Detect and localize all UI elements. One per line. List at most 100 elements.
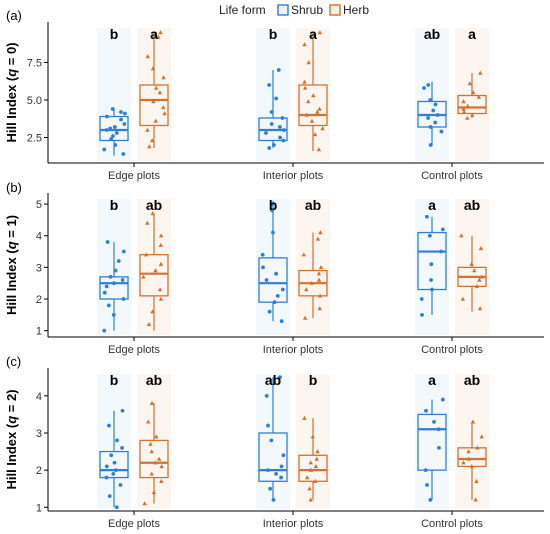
data-point [425,483,429,487]
data-point [147,144,152,149]
data-point [120,278,125,282]
data-point [102,328,107,333]
x-tick-label: Interior plots [263,518,324,530]
data-point [428,125,433,129]
data-point [302,79,307,84]
data-point [145,54,150,59]
data-point [149,449,154,454]
data-point [116,259,121,263]
y-tick-label: 2 [36,294,42,306]
data-point [435,113,440,117]
data-point [118,483,123,487]
data-point [272,300,277,305]
data-point [158,242,163,247]
data-point [436,427,441,432]
data-point [308,467,314,472]
data-point [121,249,126,254]
box-iqr [99,450,129,479]
data-point [119,110,123,114]
data-point [161,75,166,80]
data-point [157,90,163,95]
data-point [268,486,273,491]
data-point [153,460,158,465]
data-point [431,108,436,113]
data-point [477,277,482,282]
data-point [142,501,147,506]
legend-title: Life form [219,3,266,17]
data-point [318,230,323,235]
data-point [428,143,433,147]
panel-label: (c) [6,354,21,369]
data-point [151,99,156,104]
box-shrub [256,199,290,335]
data-point [111,312,116,317]
significance-letter: b [269,26,278,42]
y-tick-label: 1 [36,502,42,514]
y-axis-title: Hill Index (q = 0) [4,42,19,142]
data-point [153,268,158,273]
y-tick-label: 3 [36,428,42,440]
box-herb [137,28,171,161]
data-point [478,70,483,75]
data-point [113,143,118,147]
data-point [461,106,466,111]
data-point [437,445,441,450]
box-iqr [298,454,328,482]
data-point [461,109,467,114]
data-point [306,60,311,65]
data-point [469,261,474,266]
data-point [475,445,480,450]
data-point [315,236,321,241]
data-point [304,287,309,292]
data-point [459,233,464,238]
data-point [279,475,284,480]
data-point [264,393,269,398]
box-shrub [97,374,131,510]
data-point [474,478,479,483]
data-point [112,460,117,465]
data-point [270,202,275,206]
significance-letter: a [309,26,317,42]
data-point [145,419,151,424]
significance-letter: b [269,197,278,213]
box-iqr [99,276,129,300]
box-shrub [97,199,131,335]
data-point [302,85,308,90]
box-herb [455,199,489,335]
significance-letter: a [150,26,158,42]
data-point [440,227,445,232]
x-tick-label: Control plots [421,518,483,530]
data-point [104,128,109,132]
box-shrub [415,199,449,335]
data-point [111,134,115,138]
data-point [479,434,484,439]
data-point [105,114,109,119]
panel: (a) Hill Index (q = 0) 2.5 5.0 7.5 Edge plots… [4,8,544,182]
data-point [304,112,309,117]
data-point [428,98,433,102]
data-point [313,464,319,469]
data-point [149,138,155,143]
box-herb [137,199,171,335]
data-point [472,268,477,273]
data-point [148,441,153,446]
box-herb [455,374,489,509]
box-iqr [99,115,129,142]
data-point [266,468,270,473]
data-point [104,475,109,480]
x-tick-label: Interior plots [263,344,324,356]
x-tick-label: Edge plots [108,344,160,356]
data-point [162,111,167,116]
data-point [149,471,154,476]
data-point [104,284,109,289]
box-shrub [415,28,449,161]
data-point [308,460,313,465]
data-point [108,274,113,279]
data-point [315,449,320,454]
data-point [159,478,164,483]
data-point [159,464,164,469]
data-point [476,94,482,99]
data-point [270,208,274,213]
data-point [161,105,166,110]
